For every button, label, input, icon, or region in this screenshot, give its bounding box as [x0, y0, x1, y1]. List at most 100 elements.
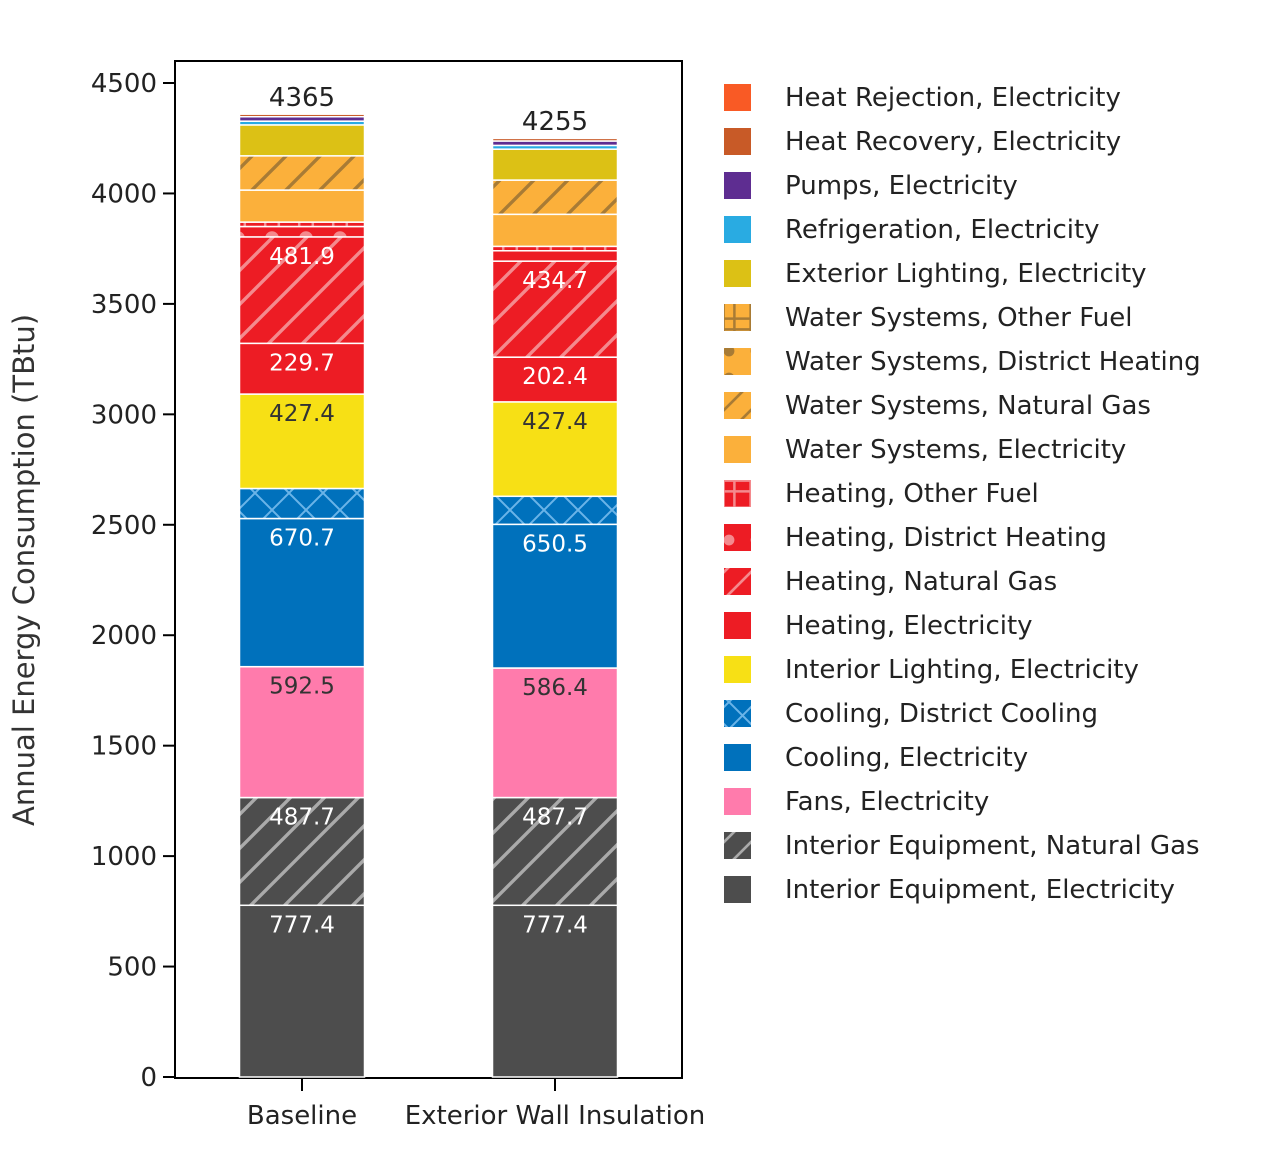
legend-item: Refrigeration, Electricity — [724, 215, 1100, 245]
data-label: 427.4 — [269, 401, 335, 427]
x-tick-label: Baseline — [247, 1101, 357, 1131]
legend-swatch — [724, 524, 751, 551]
legend-item: Exterior Lighting, Electricity — [724, 259, 1147, 289]
legend-swatch — [724, 876, 751, 903]
data-label: 650.5 — [522, 531, 588, 557]
bar-segment — [238, 517, 366, 668]
legend-swatch — [724, 172, 751, 199]
legend-label: Cooling, District Cooling — [785, 699, 1098, 729]
legend-item: Cooling, Electricity — [724, 743, 1028, 773]
bar-segment — [491, 401, 619, 498]
bar-segment — [491, 136, 619, 140]
legend-item: Interior Lighting, Electricity — [724, 655, 1139, 685]
y-tick-label: 500 — [107, 953, 157, 983]
bar-stack: 777.4 487.7 586.4 650.5 427.4 202.4 434.7 4255 — [491, 107, 619, 1078]
y-tick-label: 1500 — [91, 732, 157, 762]
bar-segment — [238, 124, 366, 157]
y-tick-label: 3000 — [91, 400, 157, 430]
bar-segment — [491, 213, 619, 248]
legend-item: Interior Equipment, Natural Gas — [724, 831, 1200, 861]
legend-swatch — [724, 788, 751, 815]
bar-segment — [491, 523, 619, 669]
legend-item: Interior Equipment, Electricity — [724, 875, 1175, 905]
legend-swatch — [724, 216, 751, 243]
bar-segment — [491, 250, 619, 262]
bar-segment — [238, 393, 366, 490]
y-tick-label: 2000 — [91, 621, 157, 651]
data-label: 592.5 — [269, 674, 335, 700]
legend-label: Water Systems, Other Fuel — [785, 303, 1132, 333]
legend: Heat Rejection, Electricity Heat Recovery… — [724, 83, 1201, 905]
legend-swatch — [724, 480, 751, 507]
legend-label: Water Systems, District Heating — [785, 347, 1201, 377]
legend-item: Heating, Other Fuel — [724, 479, 1039, 509]
legend-item: Water Systems, Other Fuel — [724, 303, 1132, 333]
bars: 777.4487.7592.5670.7427.4229.7481.943657… — [238, 83, 619, 1078]
bar-segment — [491, 356, 619, 403]
bar-stack: 777.4 487.7 592.5 670.7 427.4 229.7 481.9 4365 — [238, 83, 366, 1078]
legend-label: Heating, District Heating — [785, 523, 1107, 553]
data-label: 586.4 — [522, 675, 588, 701]
legend-swatch — [724, 744, 751, 771]
bar-segment — [491, 179, 619, 216]
y-axis-label: Annual Energy Consumption (TBtu) — [7, 314, 41, 826]
legend-label: Pumps, Electricity — [785, 171, 1018, 201]
legend-label: Exterior Lighting, Electricity — [785, 259, 1147, 289]
legend-label: Interior Equipment, Electricity — [785, 875, 1175, 905]
data-label: 777.4 — [269, 912, 335, 938]
legend-swatch — [724, 260, 751, 287]
bar-segment — [238, 236, 366, 345]
legend-label: Heat Recovery, Electricity — [785, 127, 1121, 157]
legend-swatch — [724, 304, 751, 331]
y-tick-label: 2500 — [91, 511, 157, 541]
data-label: 481.9 — [269, 244, 335, 270]
bar-segment — [491, 495, 619, 526]
legend-label: Refrigeration, Electricity — [785, 215, 1100, 245]
plot-frame — [174, 60, 683, 1079]
legend-label: Fans, Electricity — [785, 787, 989, 817]
bar-segment — [238, 665, 366, 799]
legend-item: Heating, District Heating — [724, 523, 1107, 553]
legend-swatch — [724, 568, 751, 595]
total-label: 4365 — [269, 83, 335, 113]
bar-segment — [491, 904, 619, 1078]
bar-segment — [238, 112, 366, 115]
bar-segment — [238, 189, 366, 223]
legend-label: Water Systems, Electricity — [785, 435, 1126, 465]
data-label: 487.7 — [269, 805, 335, 831]
bar-segment — [238, 796, 366, 907]
bar-segment — [238, 487, 366, 520]
data-label: 670.7 — [269, 526, 335, 552]
legend-item: Water Systems, Natural Gas — [724, 391, 1151, 421]
data-label: 434.7 — [522, 268, 588, 294]
legend-swatch — [724, 832, 751, 859]
legend-label: Heating, Other Fuel — [785, 479, 1039, 509]
bar-segment — [238, 225, 366, 238]
y-tick-label: 0 — [140, 1063, 157, 1093]
legend-swatch — [724, 656, 751, 683]
legend-label: Interior Lighting, Electricity — [785, 655, 1139, 685]
legend-swatch — [724, 700, 751, 727]
y-tick-label: 1000 — [91, 842, 157, 872]
legend-swatch — [724, 128, 751, 155]
legend-item: Fans, Electricity — [724, 787, 989, 817]
legend-swatch — [724, 436, 751, 463]
data-label: 777.4 — [522, 912, 588, 938]
data-label: 202.4 — [522, 364, 588, 390]
bar-segment — [238, 155, 366, 191]
data-label: 427.4 — [522, 409, 588, 435]
legend-item: Cooling, District Cooling — [724, 699, 1098, 729]
bar-segment — [491, 796, 619, 907]
legend-item: Water Systems, District Heating — [724, 347, 1201, 377]
y-tick-label: 4500 — [91, 69, 157, 99]
legend-label: Heating, Electricity — [785, 611, 1033, 641]
legend-label: Cooling, Electricity — [785, 743, 1028, 773]
x-tick-label: Exterior Wall Insulation — [405, 1101, 706, 1131]
legend-item: Pumps, Electricity — [724, 171, 1018, 201]
legend-label: Water Systems, Natural Gas — [785, 391, 1151, 421]
legend-label: Heating, Natural Gas — [785, 567, 1057, 597]
legend-swatch — [724, 612, 751, 639]
bar-segment — [238, 342, 366, 395]
legend-item: Heat Recovery, Electricity — [724, 127, 1121, 157]
